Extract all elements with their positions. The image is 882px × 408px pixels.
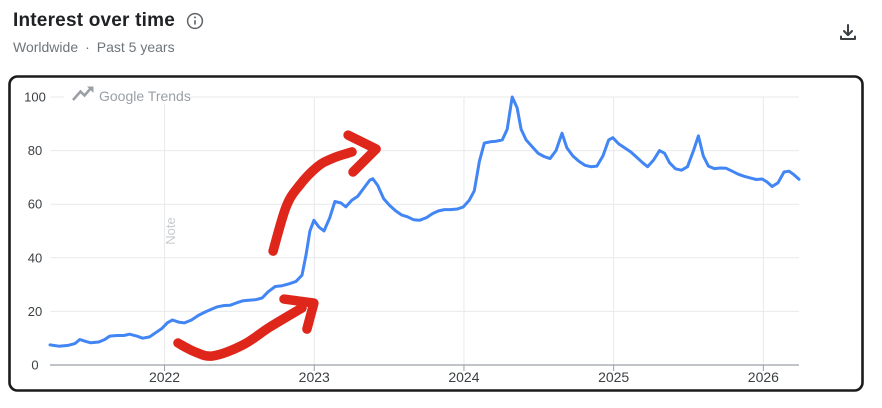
x-tick-label: 2022 [149,369,180,385]
trending-up-icon [72,86,94,101]
x-tick-label: 2026 [748,369,779,385]
y-tick-label: 80 [28,143,42,158]
page-title: Interest over time [13,10,175,31]
download-button[interactable] [834,18,862,46]
info-button[interactable] [186,12,204,30]
y-tick-label: 20 [28,304,42,319]
x-tick-label: 2024 [448,369,479,385]
geo-filter-label: Worldwide [13,39,79,55]
axis-layer: 2022 2023 2024 2025 2026 [50,364,799,385]
widget-header: Interest over time [13,10,204,32]
watermark-bg [64,84,190,104]
trend-line[interactable] [48,95,801,348]
hand-drawn-arrow-lower-shaft [173,303,307,361]
series-layer [48,95,801,348]
y-tick-label: 0 [31,358,38,373]
chart-frame [8,75,864,392]
y-tick-label: 100 [24,90,46,105]
time-filter-label: Past 5 years [96,39,175,55]
x-tick-label: 2023 [299,369,330,385]
info-icon [186,12,204,30]
hand-drawn-arrow-lower [173,294,319,361]
y-tick-label: 40 [28,250,42,265]
watermark-label: Google Trends [99,88,191,104]
subtitle-separator: · [85,39,90,55]
watermark: Google Trends [64,84,191,104]
filters-summary: Worldwide · Past 5 years [13,39,175,55]
hand-drawn-arrow-upper [268,130,381,256]
x-tick-label: 2025 [598,369,629,385]
note-label: Note [163,217,178,244]
hand-drawn-arrow-upper-shaft [268,147,357,256]
y-tick-label: 60 [28,197,42,212]
hand-drawn-arrow-upper-head [343,130,381,177]
annotation-layer [173,130,381,361]
hand-drawn-arrow-lower-head [279,294,319,334]
download-icon [840,24,856,40]
grid-layer: 0 20 40 60 80 100 [24,90,799,373]
